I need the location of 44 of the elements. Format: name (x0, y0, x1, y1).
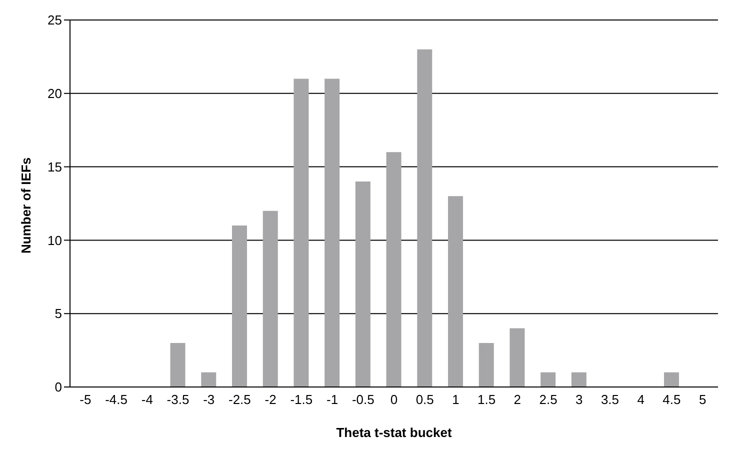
x-tick-label: -2.5 (228, 392, 251, 408)
x-tick-label: -2 (264, 392, 276, 408)
x-tick-label: -0.5 (352, 392, 374, 408)
x-tick-label: 2 (514, 392, 522, 408)
x-tick-label: 1.5 (478, 392, 496, 408)
bar (294, 78, 309, 387)
x-tick-label: 3 (576, 392, 583, 408)
x-tick-label: -4 (141, 392, 153, 408)
x-tick-label: 4.5 (662, 392, 681, 408)
x-tick-label: 1 (452, 392, 460, 408)
x-tick-label: -3 (203, 392, 215, 408)
y-tick-label: 20 (48, 86, 62, 102)
x-tick-label: 0 (390, 392, 398, 408)
bar (540, 372, 556, 387)
y-tick-label: 10 (48, 232, 62, 248)
y-tick-label: 0 (54, 380, 62, 395)
x-tick-label: 2.5 (539, 392, 558, 408)
x-tick-label: 0.5 (416, 392, 434, 408)
bar (232, 226, 247, 387)
bar (571, 372, 586, 387)
bar (262, 210, 278, 387)
bar (478, 342, 494, 387)
x-tick-label: -3.5 (166, 392, 190, 408)
x-tick-label: -1 (326, 392, 338, 408)
bar (664, 372, 679, 387)
bar (417, 49, 432, 387)
bar (170, 342, 186, 387)
y-tick-label: 5 (54, 306, 62, 322)
bar (201, 372, 216, 387)
bar (510, 328, 525, 387)
bar (324, 78, 340, 387)
y-tick-label: 25 (48, 12, 62, 28)
x-tick-label: -5 (80, 392, 92, 408)
x-tick-label: -1.5 (290, 392, 313, 408)
x-axis-title: Theta t-stat bucket (336, 425, 452, 440)
x-tick-label: 4 (637, 392, 644, 408)
y-axis-title: Number of IEFs (18, 157, 34, 254)
bar (448, 196, 463, 387)
bar (355, 181, 370, 387)
bar (386, 152, 402, 387)
x-tick-label: 5 (698, 392, 706, 408)
y-tick-label: 15 (48, 159, 62, 174)
x-tick-label: -4.5 (105, 392, 128, 408)
x-tick-label: 3.5 (600, 392, 620, 408)
